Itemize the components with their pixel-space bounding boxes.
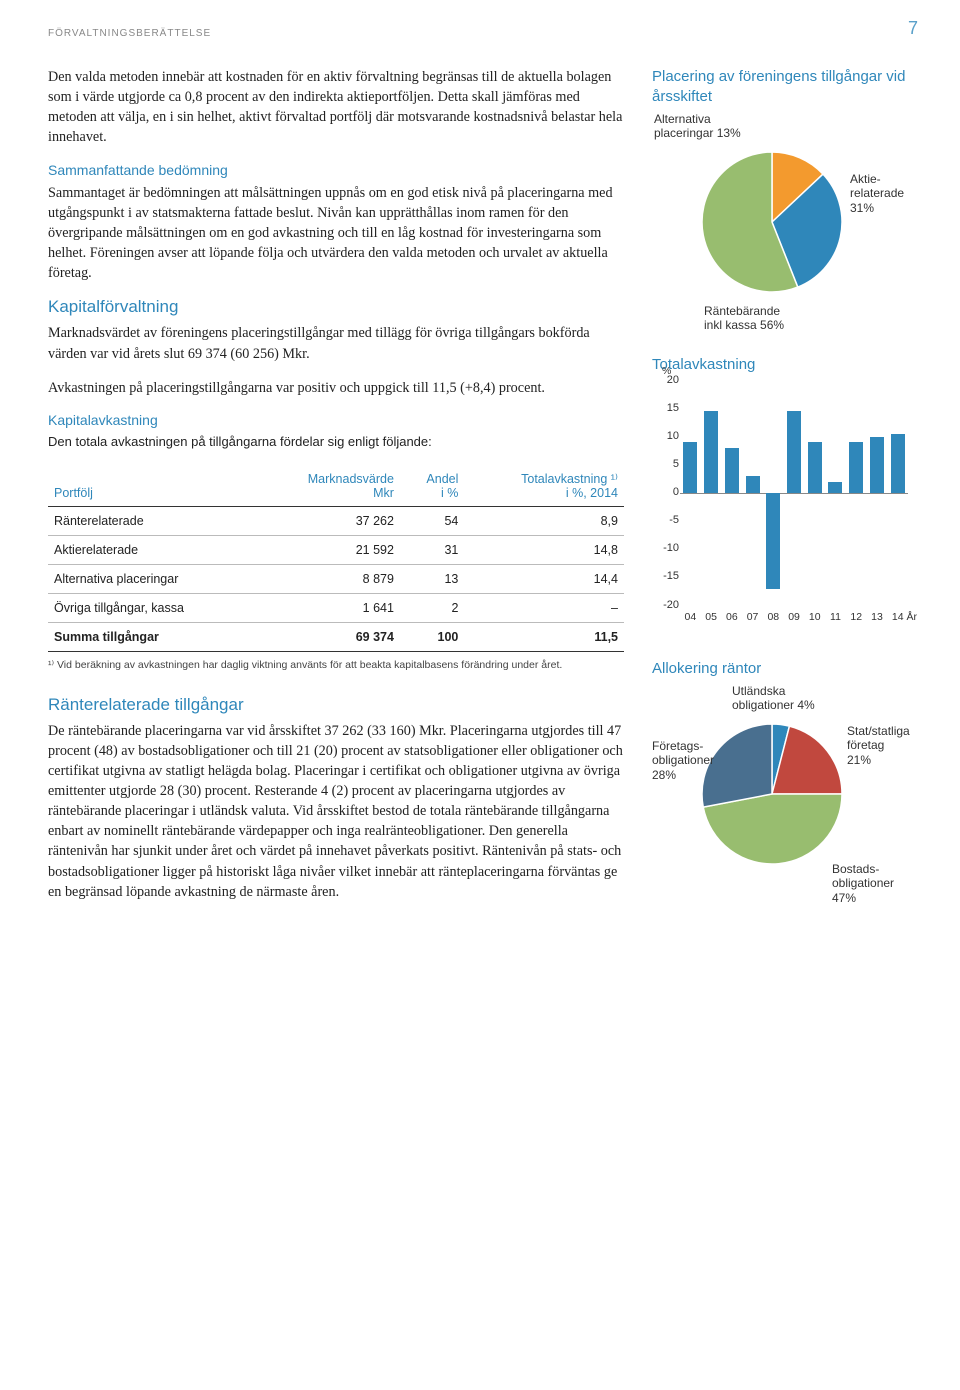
y-tick-label: 0 bbox=[657, 486, 679, 498]
section-label: FÖRVALTNINGSBERÄTTELSE bbox=[48, 28, 922, 39]
bar bbox=[828, 482, 842, 493]
x-tick-label: 12 bbox=[846, 611, 867, 623]
bar bbox=[683, 442, 697, 493]
chart-title: Totalavkastning bbox=[652, 355, 922, 375]
paragraph: Marknadsvärdet av föreningens placerings… bbox=[48, 323, 624, 363]
bar bbox=[725, 448, 739, 493]
bar bbox=[787, 411, 801, 493]
subheading: Sammanfattande bedömning bbox=[48, 162, 624, 178]
bar bbox=[704, 411, 718, 493]
bar bbox=[849, 442, 863, 493]
table-row: Aktierelaterade21 5923114,8 bbox=[48, 536, 624, 565]
x-tick-label: 04 bbox=[680, 611, 701, 623]
x-tick-label: 06 bbox=[721, 611, 742, 623]
table-header: Andeli % bbox=[400, 465, 464, 507]
x-tick-label: 08 bbox=[763, 611, 784, 623]
pie-slice-label: Alternativaplaceringar 13% bbox=[654, 112, 741, 141]
y-tick-label: 5 bbox=[657, 458, 679, 470]
bar bbox=[870, 437, 884, 493]
x-tick-label: 05 bbox=[701, 611, 722, 623]
bar-chart-totalavkastning: Totalavkastning 0405060708091011121314 Å… bbox=[652, 355, 922, 641]
paragraph: Den valda metoden innebär att kostnaden … bbox=[48, 67, 624, 148]
page-number: 7 bbox=[908, 18, 918, 39]
table-intro: Den totala avkastningen på tillgångarna … bbox=[48, 433, 624, 451]
y-tick-label: 10 bbox=[657, 430, 679, 442]
y-tick-label: -15 bbox=[657, 570, 679, 582]
bar bbox=[891, 434, 905, 493]
x-tick-label: 13 bbox=[867, 611, 888, 623]
chart-title: Placering av föreningens tillgångar vid … bbox=[652, 67, 922, 106]
x-tick-label: 09 bbox=[784, 611, 805, 623]
footnote: ¹⁾ Vid beräkning av avkastningen har dag… bbox=[48, 658, 624, 672]
pie-slice-label: Stat/statligaföretag 21% bbox=[847, 724, 910, 767]
y-tick-label: -10 bbox=[657, 542, 679, 554]
chart-title: Allokering räntor bbox=[652, 659, 922, 679]
x-tick-label: 07 bbox=[742, 611, 763, 623]
x-tick-label: 11 bbox=[825, 611, 846, 623]
portfolio-table: PortföljMarknadsvärdeMkrAndeli %Totalavk… bbox=[48, 465, 624, 652]
paragraph: Avkastningen på placeringstillgångarna v… bbox=[48, 378, 624, 398]
pie-slice-label: Räntebärandeinkl kassa 56% bbox=[704, 304, 784, 333]
x-unit: År bbox=[907, 611, 918, 623]
subheading: Kapitalavkastning bbox=[48, 412, 624, 428]
pie-slice-label: Aktie-relaterade31% bbox=[850, 172, 904, 215]
pie-chart-placering: Placering av föreningens tillgångar vid … bbox=[652, 67, 922, 337]
x-tick-label: 10 bbox=[804, 611, 825, 623]
pie-slice-label: Utländskaobligationer 4% bbox=[732, 684, 815, 713]
table-header: MarknadsvärdeMkr bbox=[256, 465, 400, 507]
paragraph: De räntebärande placeringarna var vid år… bbox=[48, 721, 624, 902]
main-column: Den valda metoden innebär att kostnaden … bbox=[48, 67, 624, 927]
y-tick-label: 15 bbox=[657, 402, 679, 414]
table-row: Ränterelaterade37 262548,9 bbox=[48, 507, 624, 536]
heading: Ränterelaterade tillgångar bbox=[48, 695, 624, 715]
bar bbox=[746, 476, 760, 493]
table-row: Alternativa placeringar8 8791314,4 bbox=[48, 565, 624, 594]
bar bbox=[766, 493, 780, 589]
y-tick-label: 20 bbox=[657, 374, 679, 386]
y-tick-label: -20 bbox=[657, 599, 679, 611]
bar bbox=[808, 442, 822, 493]
x-tick-label: 14 bbox=[887, 611, 908, 623]
y-tick-label: -5 bbox=[657, 514, 679, 526]
pie-slice-label: Företags-obligationer28% bbox=[652, 739, 714, 782]
pie-slice-label: Bostads-obligationer47% bbox=[832, 862, 894, 905]
table-header: Portfölj bbox=[48, 465, 256, 507]
pie-chart-allokering: Allokering räntor Utländskaobligationer … bbox=[652, 659, 922, 910]
table-row: Övriga tillgångar, kassa1 6412– bbox=[48, 594, 624, 623]
table-sum-row: Summa tillgångar69 37410011,5 bbox=[48, 623, 624, 652]
paragraph: Sammantaget är bedömningen att målsättni… bbox=[48, 183, 624, 284]
side-column: Placering av föreningens tillgångar vid … bbox=[652, 67, 922, 927]
heading: Kapitalförvaltning bbox=[48, 297, 624, 317]
table-header: Totalavkastning ¹⁾i %, 2014 bbox=[464, 465, 624, 507]
